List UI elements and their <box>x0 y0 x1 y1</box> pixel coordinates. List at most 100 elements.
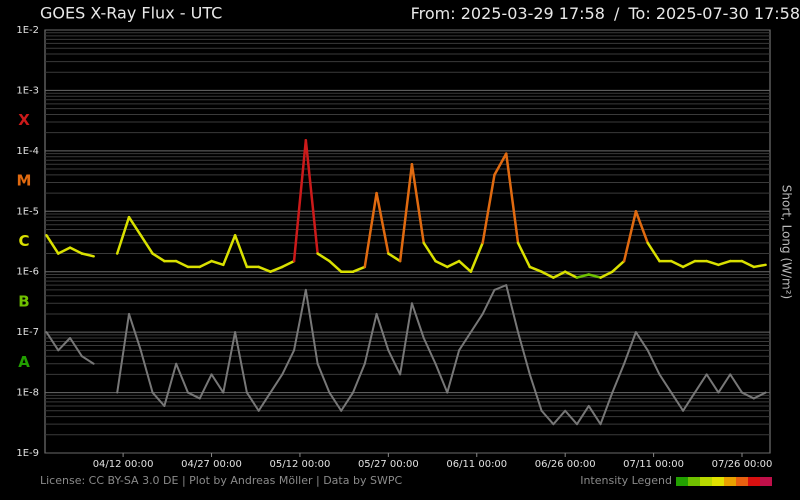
from-label: From: <box>411 4 456 23</box>
long-segment <box>222 234 237 267</box>
long-segment <box>115 215 131 255</box>
short-segment <box>693 373 708 394</box>
long-segment <box>398 163 414 263</box>
from-date: 2025-03-29 17:58 <box>461 4 605 23</box>
short-segment <box>422 336 437 365</box>
short-segment <box>705 373 720 394</box>
y-tick-label: 1E-6 <box>16 267 39 278</box>
short-segment <box>634 331 649 352</box>
short-segment <box>363 312 378 365</box>
long-segment <box>717 259 732 267</box>
long-segment <box>493 152 508 177</box>
short-segment <box>257 391 272 412</box>
short-segment <box>611 362 626 394</box>
long-segment <box>45 234 60 255</box>
intensity-swatch <box>724 477 736 486</box>
short-segment <box>729 373 744 394</box>
long-segment <box>422 241 437 263</box>
short-segment <box>222 331 237 394</box>
class-label: A <box>18 353 30 371</box>
long-segment <box>516 241 532 269</box>
short-segment <box>434 362 449 394</box>
short-segment <box>517 331 531 376</box>
short-segment <box>281 349 296 376</box>
to-date: 2025-07-30 17:58 <box>656 4 800 23</box>
short-segment <box>717 373 732 394</box>
long-segment <box>670 259 685 269</box>
short-segment <box>623 331 637 365</box>
short-segment <box>646 349 661 376</box>
short-segment <box>151 391 166 407</box>
x-tick-label: 04/12 00:00 <box>93 459 154 470</box>
short-segment <box>599 391 614 426</box>
y-tick-label: 1E-2 <box>16 25 39 36</box>
y-tick-label: 1E-7 <box>16 327 39 338</box>
short-segment <box>587 404 602 426</box>
long-segment <box>410 163 425 245</box>
short-segment <box>399 302 413 376</box>
short-segment <box>269 373 284 394</box>
short-segment <box>139 349 154 394</box>
date-range: From: 2025-03-29 17:58 / To: 2025-07-30 … <box>411 4 800 23</box>
x-tick-label: 06/26 00:00 <box>535 459 596 470</box>
short-segment <box>670 391 685 412</box>
short-segment <box>175 362 189 394</box>
short-segment <box>575 404 590 426</box>
short-segment <box>304 288 319 365</box>
x-tick-label: 07/26 00:00 <box>712 459 773 470</box>
long-segment <box>151 252 166 263</box>
long-segment <box>740 259 756 269</box>
short-segment <box>69 336 83 358</box>
short-segment <box>564 409 578 426</box>
short-segment <box>528 373 543 412</box>
short-segment <box>45 331 60 352</box>
y-tick-label: 1E-9 <box>16 448 39 459</box>
short-segment <box>186 391 201 400</box>
intensity-legend-label: Intensity Legend <box>580 474 672 487</box>
intensity-swatch <box>688 477 700 486</box>
short-segment <box>458 331 472 352</box>
short-segment <box>245 391 260 412</box>
long-segment <box>528 265 543 273</box>
short-segment <box>198 373 213 400</box>
long-segment <box>446 259 461 269</box>
short-segment <box>505 284 520 334</box>
short-segment <box>493 284 508 291</box>
long-segment <box>210 259 225 267</box>
chart-title: GOES X-Ray Flux - UTC <box>40 4 222 23</box>
short-segment <box>387 349 402 376</box>
intensity-swatch <box>712 477 724 486</box>
long-segment <box>68 246 84 255</box>
intensity-swatch <box>760 477 772 486</box>
long-segment <box>292 138 308 263</box>
long-segment <box>681 259 697 269</box>
long-segment <box>434 259 449 269</box>
short-segment <box>658 373 673 394</box>
long-segment <box>599 270 614 279</box>
short-segment <box>163 362 178 407</box>
short-segment <box>540 409 555 426</box>
short-segment <box>552 409 567 426</box>
class-label: M <box>17 172 32 190</box>
long-segment <box>622 210 638 263</box>
long-segment <box>198 259 213 269</box>
intensity-swatch <box>676 477 688 486</box>
y-tick-label: 1E-8 <box>16 388 39 399</box>
short-segment <box>752 391 767 400</box>
to-label: To: <box>627 4 650 23</box>
short-segment <box>234 331 248 394</box>
x-tick-label: 04/27 00:00 <box>181 459 242 470</box>
long-segment <box>646 241 661 263</box>
short-segment <box>116 312 131 394</box>
long-segment <box>634 210 649 245</box>
long-segment <box>363 191 378 269</box>
intensity-swatch <box>748 477 760 486</box>
intensity-swatch <box>700 477 712 486</box>
x-tick-label: 05/12 00:00 <box>270 459 331 470</box>
long-segment <box>504 152 520 245</box>
short-segment <box>446 349 461 394</box>
long-segment <box>481 173 496 245</box>
long-segment <box>457 259 473 273</box>
footer: License: CC BY-SA 3.0 DE | Plot by Andre… <box>40 474 402 487</box>
